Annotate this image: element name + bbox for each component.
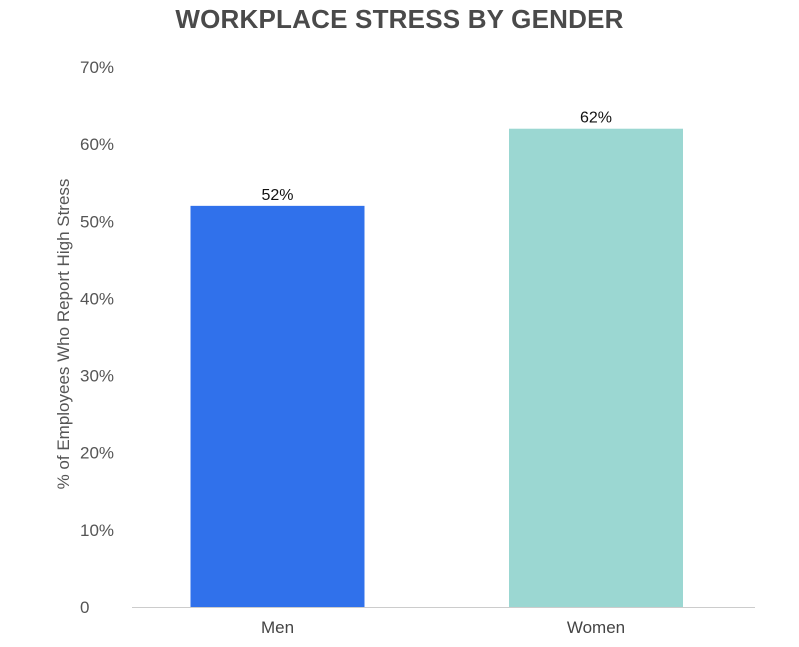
x-axis-categories: Men Women xyxy=(261,618,625,637)
y-tick-label: 0 xyxy=(80,598,89,617)
y-tick-label: 50% xyxy=(80,212,114,231)
x-category-label: Men xyxy=(261,618,294,637)
bars xyxy=(190,128,683,607)
data-label: 52% xyxy=(261,187,293,204)
y-tick-label: 60% xyxy=(80,135,114,154)
y-axis-label: % of Employees Who Report High Stress xyxy=(54,179,73,490)
y-tick-label: 20% xyxy=(80,444,114,463)
bar-men xyxy=(190,205,365,607)
data-labels: 52% 62% xyxy=(261,110,612,204)
data-label: 62% xyxy=(580,110,612,127)
chart-title: WORKPLACE STRESS BY GENDER xyxy=(175,4,624,34)
bar-women xyxy=(509,128,683,607)
x-category-label: Women xyxy=(567,618,625,637)
y-tick-label: 70% xyxy=(80,58,114,77)
y-axis-ticks: 0 10% 20% 30% 40% 50% 60% 70% xyxy=(80,58,114,617)
y-tick-label: 10% xyxy=(80,521,114,540)
y-tick-label: 30% xyxy=(80,367,114,386)
y-tick-label: 40% xyxy=(80,289,114,308)
